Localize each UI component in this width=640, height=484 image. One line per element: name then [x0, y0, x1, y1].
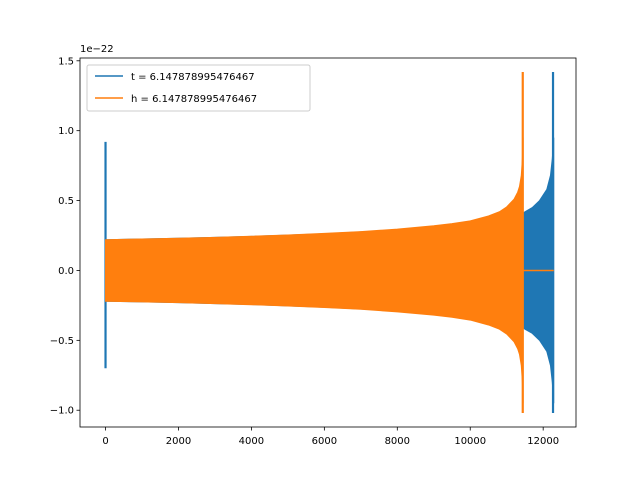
legend: t = 6.147878995476467 h = 6.147878995476… [86, 64, 311, 112]
y-tick-label: 0.5 [58, 196, 74, 207]
y-tick-label: 1.0 [58, 126, 74, 137]
y-tick-label: −0.5 [50, 336, 74, 347]
y-tick-label: 1.5 [58, 56, 74, 67]
y-tick-label: 0.0 [58, 266, 74, 277]
legend-label-series-t: t = 6.147878995476467 [131, 72, 255, 83]
legend-box [86, 64, 311, 112]
plot-area [104, 71, 555, 414]
x-axis: 0 2000 4000 6000 8000 10000 12000 [102, 427, 559, 447]
x-tick-label: 8000 [385, 436, 410, 447]
x-tick-label: 10000 [454, 436, 486, 447]
y-axis: −1.0 −0.5 0.0 0.5 1.0 1.5 [50, 56, 80, 417]
x-tick-label: 2000 [166, 436, 191, 447]
x-tick-label: 0 [102, 436, 108, 447]
y-offset-text: 1e−22 [80, 44, 114, 55]
x-tick-label: 6000 [312, 436, 337, 447]
axes-frame [79, 57, 577, 428]
x-tick-label: 12000 [527, 436, 559, 447]
y-tick-label: −1.0 [50, 406, 74, 417]
x-tick-label: 4000 [239, 436, 264, 447]
series-h [105, 71, 554, 414]
legend-label-series-h: h = 6.147878995476467 [131, 94, 257, 105]
